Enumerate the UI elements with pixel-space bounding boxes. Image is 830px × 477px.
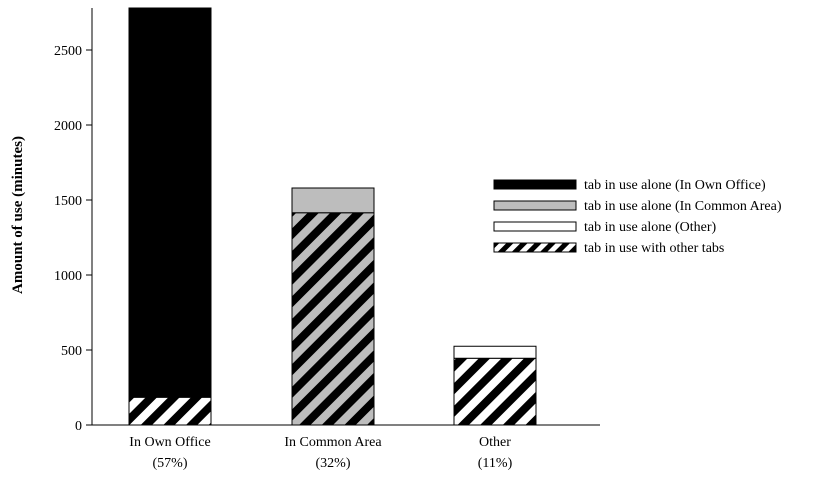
y-tick-label: 2500 (54, 44, 82, 59)
legend-label: tab in use alone (In Own Office) (584, 178, 766, 193)
y-axis-label: Amount of use (minutes) (10, 136, 26, 294)
legend-swatch (493, 221, 577, 232)
legend-swatch (493, 200, 577, 211)
bar-segment-tab-in-use-with-other-tabs (453, 357, 537, 426)
legend-label: tab in use with other tabs (584, 241, 724, 256)
category-label: In Own Office (129, 435, 210, 450)
bar-segment-tab-in-use-alone-in-own-office (128, 7, 212, 398)
legend-swatch (493, 242, 577, 253)
y-tick-label: 500 (61, 344, 82, 359)
y-tick-label: 0 (75, 419, 82, 434)
bar-segment-tab-in-use-alone-in-common-area (291, 187, 375, 214)
bar-segment-tab-in-use-alone-other (453, 345, 537, 359)
legend-swatch (493, 179, 577, 190)
y-tick-label: 2000 (54, 119, 82, 134)
legend-label: tab in use alone (In Common Area) (584, 199, 782, 214)
y-tick-label: 1500 (54, 194, 82, 209)
y-tick-label: 1000 (54, 269, 82, 284)
category-share-label: (57%) (153, 456, 188, 471)
category-share-label: (32%) (316, 456, 351, 471)
legend-label: tab in use alone (Other) (584, 220, 717, 235)
bars (128, 7, 537, 426)
category-labels: In Own Office (57%) In Common Area (32%) Oth… (129, 435, 512, 471)
legend: tab in use alone (In Own Office) tab in u… (493, 178, 782, 256)
category-share-label: (11%) (478, 456, 513, 471)
category-label: Other (479, 435, 511, 450)
bar-segment-tab-in-use-with-other-tabs (128, 396, 212, 426)
bar-segment-tab-in-use-with-other-tabs (291, 212, 375, 426)
category-label: In Common Area (284, 435, 382, 450)
